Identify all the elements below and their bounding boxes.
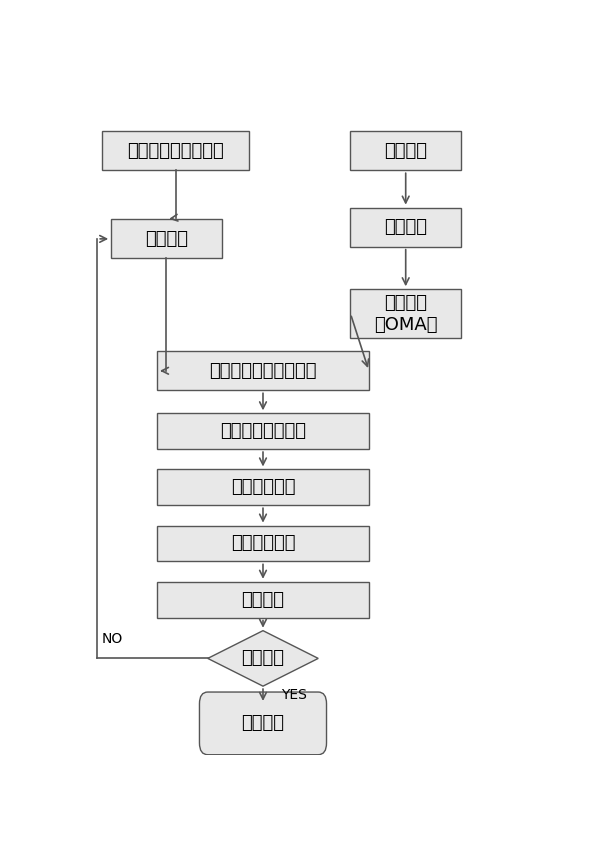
Text: 收敛判断: 收敛判断 (242, 650, 285, 667)
FancyBboxPatch shape (102, 131, 249, 170)
FancyBboxPatch shape (157, 526, 369, 561)
Text: 试验方案: 试验方案 (384, 218, 427, 236)
Text: NO: NO (102, 632, 123, 646)
FancyBboxPatch shape (350, 208, 461, 247)
Text: 选取修正参数: 选取修正参数 (230, 478, 295, 496)
Text: 模态计算: 模态计算 (145, 230, 188, 248)
FancyBboxPatch shape (157, 470, 369, 505)
Text: 参数修正: 参数修正 (242, 591, 285, 609)
Text: 模态识别
（OMA）: 模态识别 （OMA） (374, 293, 437, 334)
FancyBboxPatch shape (157, 351, 369, 390)
FancyBboxPatch shape (111, 220, 222, 259)
Text: 完成修正: 完成修正 (242, 714, 285, 733)
Text: YES: YES (282, 688, 307, 702)
FancyBboxPatch shape (157, 582, 369, 617)
FancyBboxPatch shape (200, 692, 327, 755)
FancyBboxPatch shape (350, 131, 461, 170)
Text: 模型匹配和相关性分析: 模型匹配和相关性分析 (209, 362, 317, 380)
Text: 试验模型: 试验模型 (384, 142, 427, 159)
Text: 磨机整体有限元模型: 磨机整体有限元模型 (127, 142, 224, 159)
FancyBboxPatch shape (350, 289, 461, 338)
Polygon shape (208, 631, 318, 686)
Text: 选取主要模态阶次: 选取主要模态阶次 (220, 422, 306, 440)
Text: 构建目标函数: 构建目标函数 (230, 534, 295, 553)
FancyBboxPatch shape (157, 413, 369, 449)
